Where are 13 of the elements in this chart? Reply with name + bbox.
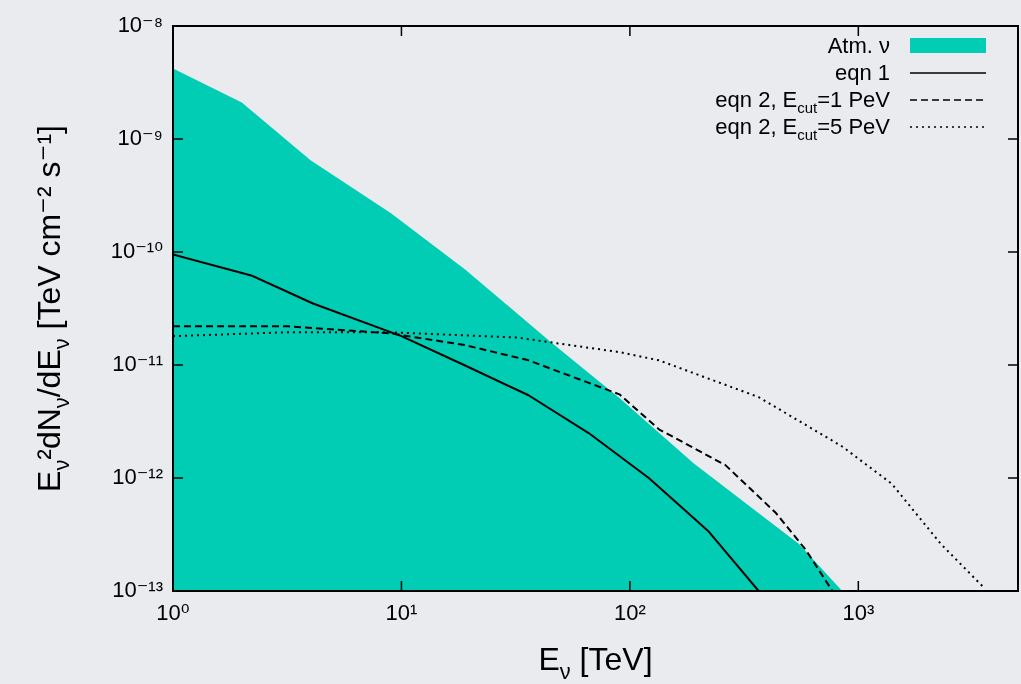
y-tick-label: 10⁻⁹: [117, 125, 163, 151]
x-tick-label: 10⁰: [156, 600, 190, 626]
y-tick-label: 10⁻⁸: [117, 12, 163, 38]
x-tick-label: 10¹: [385, 600, 418, 626]
x-tick-label: 10²: [613, 600, 646, 626]
y-tick-label: 10⁻¹²: [112, 464, 163, 490]
y-tick-label: 10⁻¹³: [112, 577, 163, 603]
legend-label: eqn 1: [834, 60, 891, 85]
legend-label: Atm. ν: [827, 33, 891, 58]
x-tick-label: 10³: [842, 600, 875, 626]
y-axis-title: Eν²dNν/dEν [TeV cm⁻² s⁻¹]: [31, 125, 74, 492]
y-tick-label: 10⁻¹⁰: [110, 238, 164, 264]
y-tick-label: 10⁻¹¹: [112, 351, 163, 377]
